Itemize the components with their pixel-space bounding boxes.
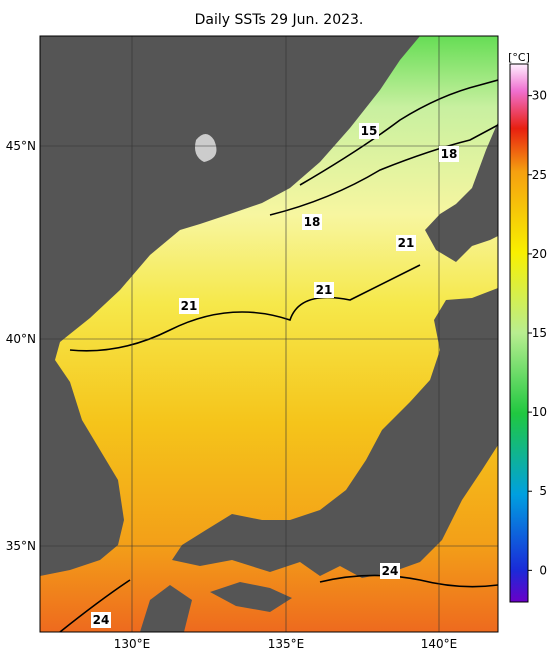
contour-labels: 15 18 18 21 21 21 24 24 <box>91 123 459 628</box>
land-mainland <box>40 36 420 576</box>
contour-label: 21 <box>316 283 333 297</box>
contours <box>59 79 498 632</box>
lake <box>195 134 217 162</box>
lat-label: 40°N <box>6 332 36 346</box>
lon-label: 130°E <box>114 637 151 651</box>
colorbar-tick-label: 10 <box>532 405 547 419</box>
contour-label: 24 <box>382 564 399 578</box>
colorbar-tick-label: 20 <box>532 247 547 261</box>
colorbar-tick-label: 25 <box>532 168 547 182</box>
lon-label: 140°E <box>421 637 458 651</box>
contour-label: 18 <box>441 147 458 161</box>
contour-label-box <box>179 298 199 314</box>
contour-label-box <box>302 214 322 230</box>
colorbar-ticks: 30 25 20 15 10 5 0 <box>528 89 547 577</box>
colorbar-tick-label: 30 <box>532 89 547 103</box>
contour-label-box <box>380 563 400 579</box>
land-honshu <box>172 288 498 578</box>
colorbar <box>509 63 529 603</box>
lon-label: 135°E <box>268 637 305 651</box>
contour-label-box <box>396 235 416 251</box>
contour-label: 21 <box>181 299 198 313</box>
colorbar-tick-label: 0 <box>539 563 547 577</box>
land-hokkaido <box>425 122 498 262</box>
colorbar-tick-label: 15 <box>532 326 547 340</box>
title: Daily SSTs 29 Jun. 2023. <box>195 12 364 28</box>
land-kyushu <box>140 585 192 632</box>
lat-label: 35°N <box>6 539 36 553</box>
colorbar-unit: [°C] <box>508 51 530 64</box>
contour-label: 15 <box>361 124 378 138</box>
contour-label-box <box>314 282 334 298</box>
map-area <box>40 36 498 632</box>
contour-label: 24 <box>93 613 110 627</box>
contour-label: 18 <box>304 215 321 229</box>
contour-label: 21 <box>398 236 415 250</box>
colorbar-tick-label: 5 <box>539 484 547 498</box>
land-shikoku <box>210 582 292 612</box>
lat-label: 45°N <box>6 139 36 153</box>
contour-label-box <box>91 612 111 628</box>
contour-label-box <box>359 123 379 139</box>
contour-label-box <box>439 146 459 162</box>
graticule <box>40 36 498 632</box>
frame <box>39 35 499 633</box>
